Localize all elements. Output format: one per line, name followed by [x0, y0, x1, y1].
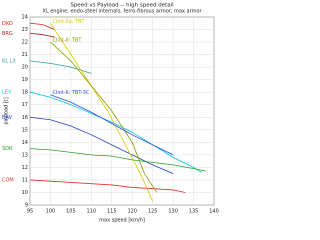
series-label: Clint-IIa: TBT [52, 19, 85, 25]
y-tick-label: 16 [22, 115, 28, 121]
x-tick-label: 130 [168, 209, 178, 215]
y-tick-label: 21 [22, 52, 28, 58]
series-line [29, 32, 55, 38]
chart-subtitle: XL engine, endo-steel internals, ferro-f… [42, 9, 202, 15]
series-label: BRV [2, 115, 13, 121]
y-tick-label: 14 [22, 140, 28, 146]
series-label: DKO [2, 21, 13, 27]
series-line [50, 94, 174, 156]
x-tick-label: 105 [66, 209, 76, 215]
series-line [50, 41, 158, 193]
y-tick-label: 10 [22, 190, 28, 196]
plot-frame [29, 16, 215, 206]
x-tick-label: 110 [87, 209, 97, 215]
series-line [29, 179, 186, 193]
y-tick-label: 18 [22, 90, 28, 96]
x-tick-label: 125 [148, 209, 158, 215]
chart: Speed vs Payload -- high speed detail XL… [2, 3, 219, 224]
series-line [29, 116, 174, 175]
series-label: KL LX [2, 58, 16, 64]
x-tick-label: 115 [107, 209, 117, 215]
x-tick-label: 95 [27, 209, 33, 215]
y-tick-label: 12 [22, 165, 28, 171]
series-label: BRG [2, 31, 13, 37]
y-tick-label: 24 [22, 15, 28, 21]
y-tick-label: 9 [25, 203, 28, 209]
y-axis-label: payload [t] [4, 97, 10, 124]
series-label: Clint-II: TBT-3C [52, 90, 89, 96]
series-line [29, 148, 206, 172]
y-tick-label: 13 [22, 152, 28, 158]
x-axis-label: max speed [km/h] [99, 218, 145, 224]
series-label: COM [2, 177, 14, 183]
y-tick-label: 15 [22, 127, 28, 133]
x-tick-label: 135 [189, 209, 199, 215]
x-tick-label: 120 [127, 209, 137, 215]
series-line [29, 22, 55, 30]
chart-title: Speed vs Payload -- high speed detail [70, 3, 174, 9]
series-label: SDR [2, 146, 13, 152]
y-tick-label: 17 [22, 102, 28, 108]
y-tick-label: 19 [22, 77, 28, 83]
y-tick-label: 22 [22, 40, 28, 46]
series-label: LEX [2, 90, 12, 96]
y-tick-label: 23 [22, 27, 28, 33]
series-line [29, 91, 202, 173]
series-line [50, 23, 154, 202]
series-label: Clint-II: TBT [52, 38, 82, 44]
x-tick-label: 140 [209, 209, 219, 215]
y-tick-label: 20 [22, 65, 28, 71]
y-tick-label: 11 [22, 177, 28, 183]
x-tick-label: 100 [46, 209, 56, 215]
